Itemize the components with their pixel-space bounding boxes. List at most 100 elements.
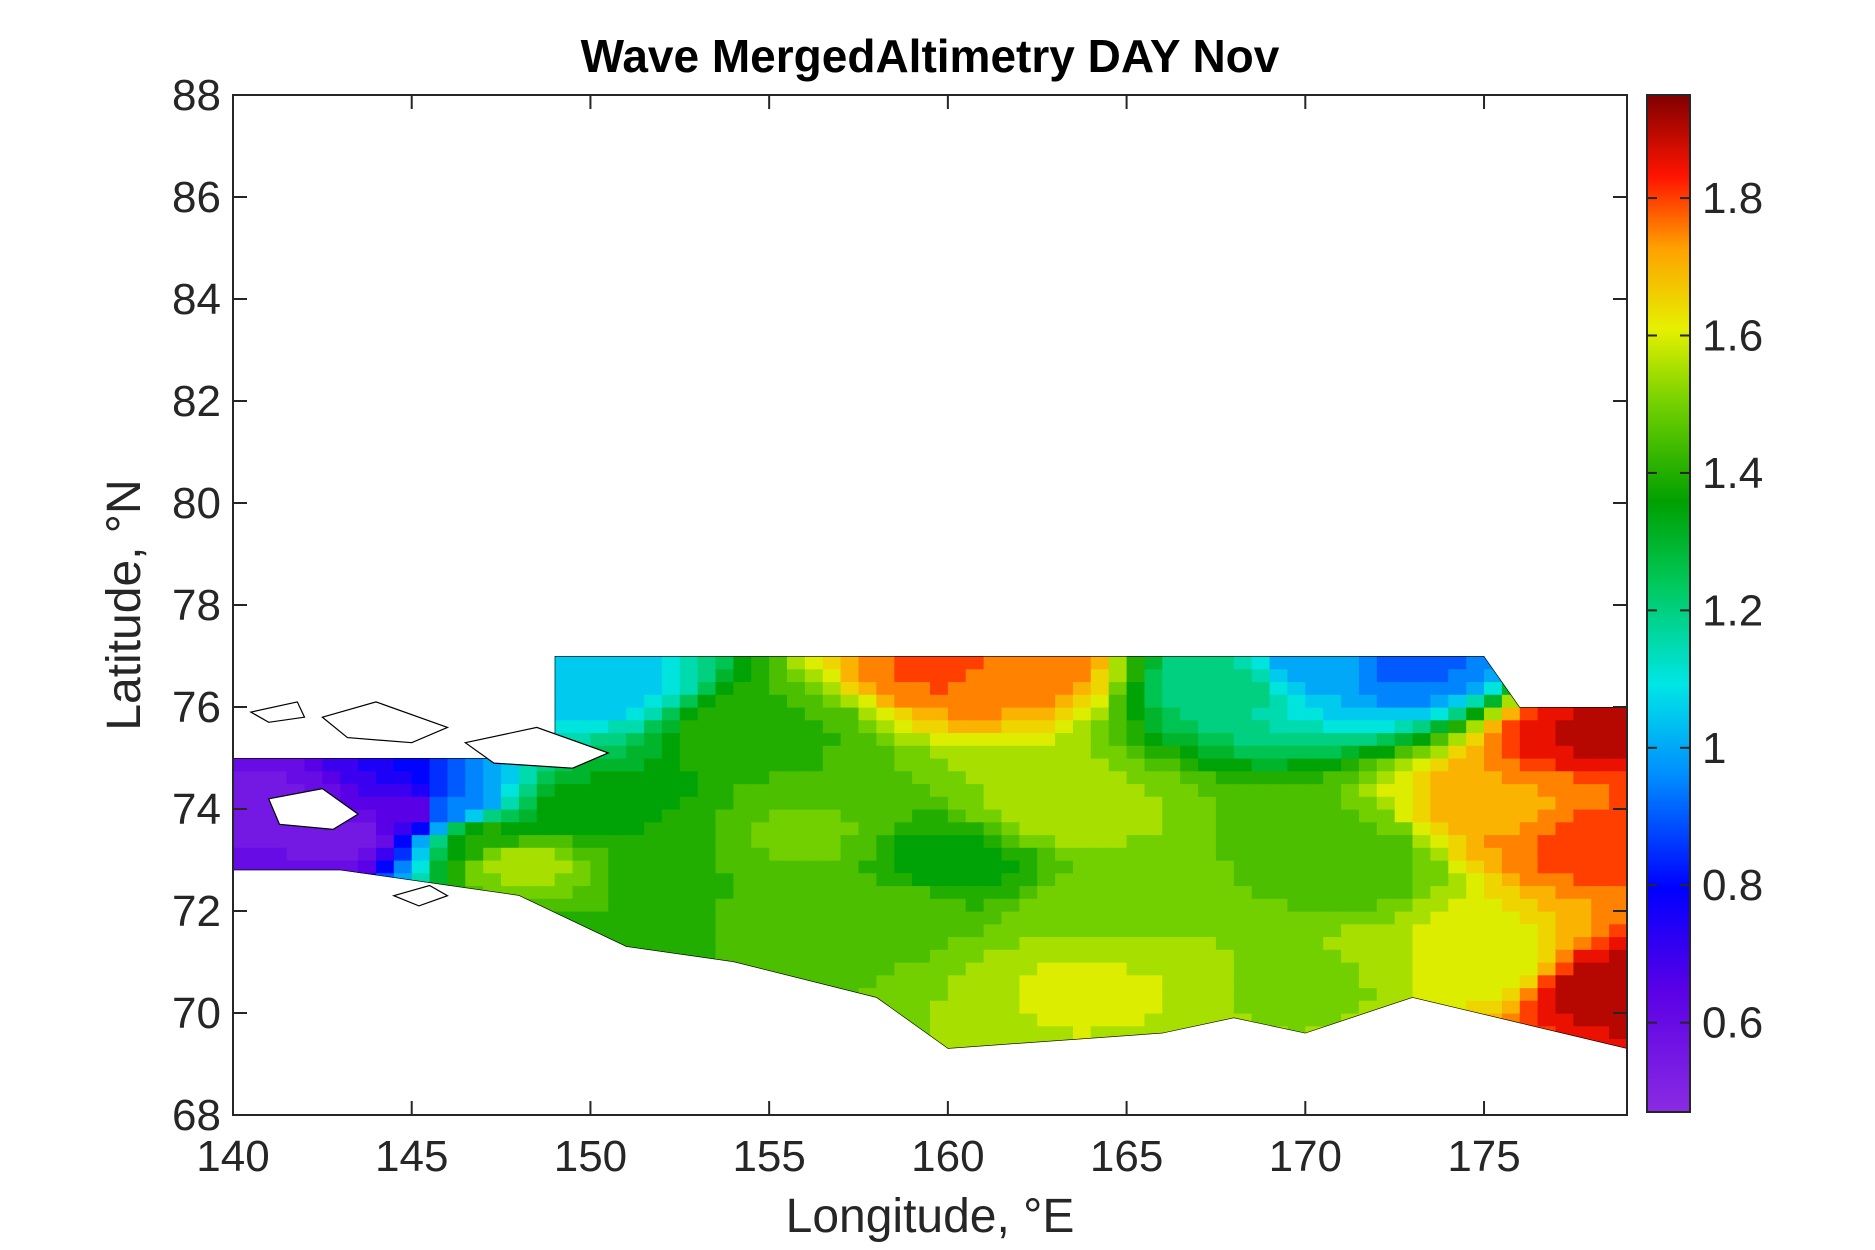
contour-cell: [1198, 758, 1217, 772]
contour-cell: [1305, 1000, 1324, 1014]
contour-cell: [697, 681, 717, 695]
contour-cell: [1037, 911, 1056, 925]
contour-cell: [1323, 898, 1342, 912]
contour-cell: [1466, 898, 1485, 912]
contour-cell: [1055, 758, 1074, 772]
contour-cell: [1412, 936, 1431, 950]
contour-cell: [1233, 834, 1253, 848]
contour-cell: [608, 821, 627, 836]
contour-cell: [733, 949, 752, 963]
contour-cell: [876, 707, 895, 721]
contour-cell: [1305, 834, 1324, 848]
contour-cell: [1144, 656, 1163, 670]
contour-cell: [1537, 885, 1557, 899]
contour-cell: [1144, 796, 1163, 810]
contour-cell: [1233, 770, 1253, 785]
contour-cell: [822, 898, 842, 912]
contour-cell: [947, 1025, 967, 1040]
contour-cell: [858, 732, 877, 746]
y-tick-label: 80: [172, 479, 221, 528]
contour-cell: [250, 809, 270, 823]
contour-cell: [840, 962, 860, 976]
contour-cell: [518, 860, 538, 874]
contour-cell: [304, 834, 323, 848]
contour-cell: [1341, 745, 1360, 759]
contour-cell: [1180, 872, 1199, 887]
contour-cell: [1591, 809, 1610, 823]
contour-cell: [804, 847, 824, 861]
contour-cell: [1537, 936, 1557, 950]
contour-cell: [501, 770, 520, 785]
contour-cell: [661, 719, 681, 734]
contour-cell: [1144, 770, 1163, 785]
contour-cell: [1233, 898, 1253, 912]
contour-cell: [644, 885, 663, 899]
contour-cell: [233, 821, 252, 836]
contour-cell: [1073, 796, 1092, 810]
contour-cell: [1430, 732, 1449, 746]
x-tick-label: 175: [1447, 1132, 1520, 1181]
contour-cell: [1162, 847, 1181, 861]
contour-cell: [1037, 732, 1056, 746]
contour-cell: [1233, 987, 1253, 1001]
contour-cell: [608, 770, 627, 785]
contour-cell: [1430, 656, 1449, 670]
contour-cell: [1394, 732, 1414, 746]
contour-cell: [1323, 719, 1342, 734]
contour-cell: [1144, 987, 1163, 1001]
contour-cell: [1090, 796, 1110, 810]
contour-cell: [1055, 707, 1074, 721]
contour-cell: [715, 707, 734, 721]
contour-cell: [1394, 694, 1414, 708]
contour-cell: [1591, 745, 1610, 759]
contour-cell: [268, 783, 288, 797]
contour-cell: [1555, 732, 1574, 746]
contour-cell: [1376, 821, 1396, 836]
contour-cell: [1269, 745, 1289, 759]
contour-cell: [1037, 974, 1056, 989]
contour-cell: [608, 898, 627, 912]
contour-cell: [1394, 681, 1414, 695]
contour-cell: [1412, 987, 1431, 1001]
contour-cell: [1609, 1038, 1627, 1049]
contour-cell: [1448, 898, 1467, 912]
contour-cell: [983, 1013, 1003, 1027]
contour-cell: [1126, 885, 1146, 899]
contour-cell: [1555, 923, 1574, 938]
contour-cell: [715, 745, 734, 759]
contour-cell: [1555, 719, 1574, 734]
contour-cell: [822, 821, 842, 836]
contour-cell: [1269, 923, 1289, 938]
contour-cell: [947, 694, 967, 708]
contour-cell: [1269, 847, 1289, 861]
contour-cell: [1108, 656, 1128, 670]
contour-cell: [1573, 949, 1592, 963]
contour-cell: [393, 847, 413, 861]
contour-cell: [608, 834, 627, 848]
contour-cell: [1126, 936, 1146, 950]
contour-cell: [1215, 719, 1235, 734]
contour-cell: [661, 732, 681, 746]
contour-cell: [1269, 668, 1289, 683]
contour-cell: [751, 783, 770, 797]
contour-cell: [1412, 821, 1431, 836]
contour-cell: [608, 719, 627, 734]
x-tick-label: 160: [911, 1132, 984, 1181]
contour-cell: [1358, 758, 1378, 772]
contour-cell: [1412, 694, 1431, 708]
contour-cell: [626, 847, 645, 861]
contour-cell: [1376, 656, 1396, 670]
contour-cell: [1180, 783, 1199, 797]
contour-cell: [1108, 783, 1128, 797]
contour-cell: [644, 719, 663, 734]
contour-cell: [626, 834, 645, 848]
contour-cell: [1126, 834, 1146, 848]
contour-cell: [1126, 962, 1146, 976]
contour-cell: [1412, 770, 1431, 785]
contour-cell: [1251, 668, 1271, 683]
contour-cell: [1233, 783, 1253, 797]
contour-cell: [572, 681, 592, 695]
colorbar-ticks: 0.60.811.21.41.61.8: [1647, 174, 1763, 1048]
contour-cell: [876, 860, 895, 874]
contour-cell: [1323, 783, 1342, 797]
